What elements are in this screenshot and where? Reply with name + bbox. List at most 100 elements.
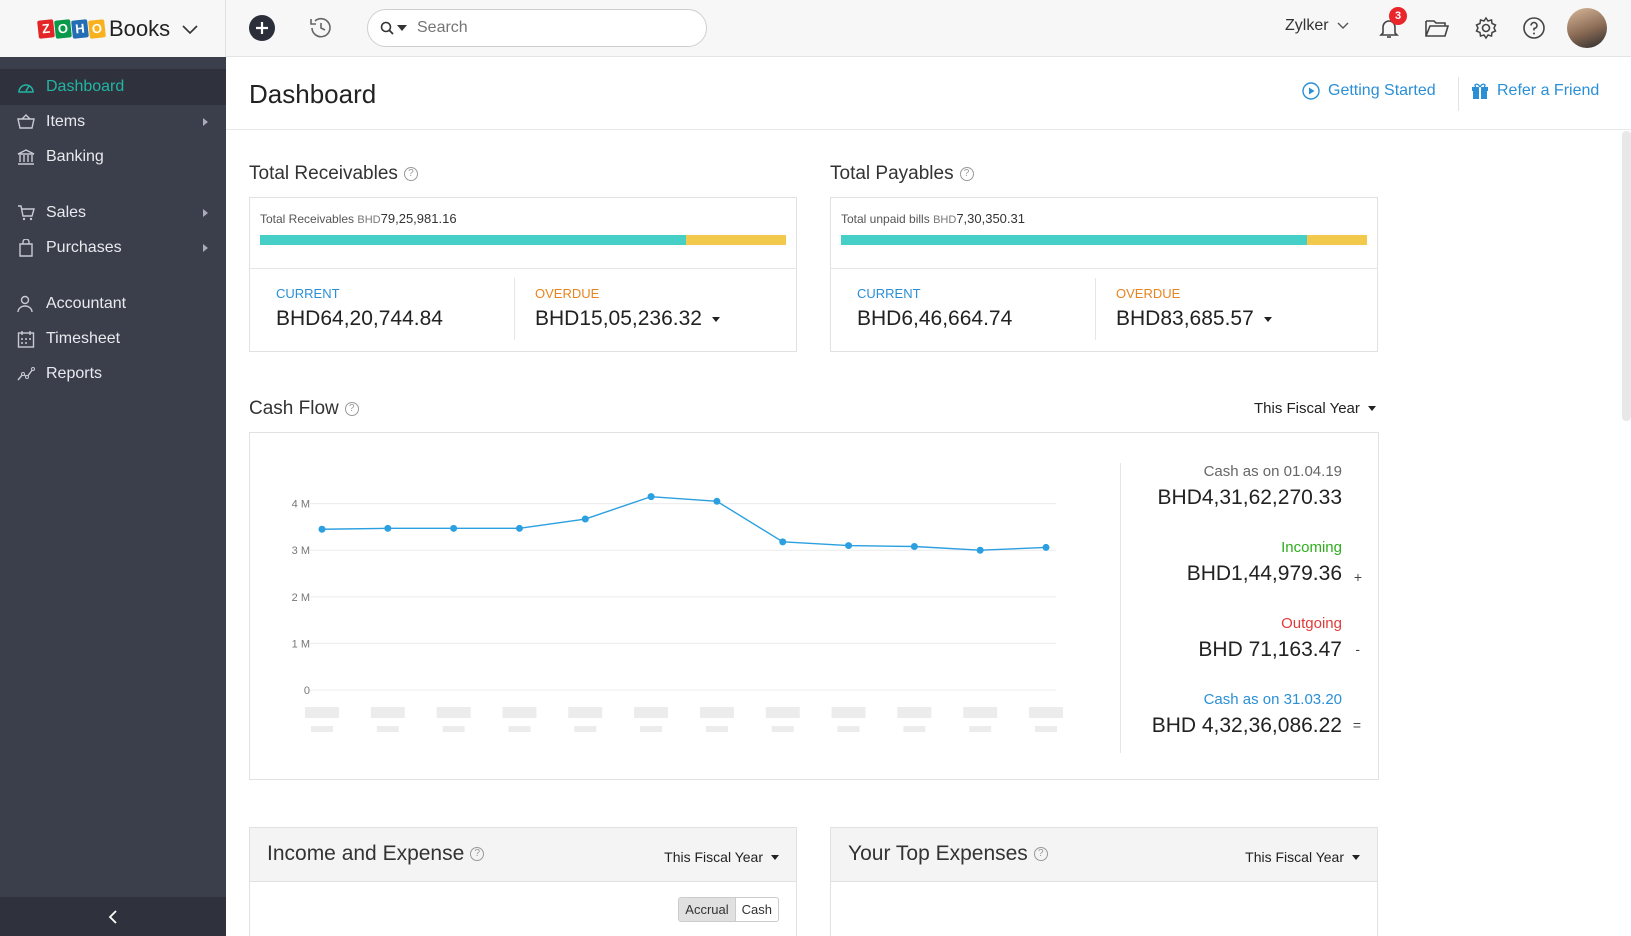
overdue-segment bbox=[686, 235, 786, 245]
x-tick-placeholder bbox=[1029, 707, 1063, 718]
accrual-toggle[interactable]: Accrual bbox=[679, 898, 736, 921]
cashflow-period-dropdown[interactable]: This Fiscal Year bbox=[1254, 400, 1376, 417]
overdue-label: OVERDUE bbox=[1116, 286, 1181, 301]
sidebar-item-accountant[interactable]: Accountant bbox=[0, 286, 226, 322]
overdue-label: OVERDUE bbox=[535, 286, 600, 301]
currency-code: BHD bbox=[933, 214, 957, 226]
brand[interactable]: Z O H O Books bbox=[0, 0, 226, 57]
x-tick-placeholder bbox=[765, 707, 800, 718]
getting-started-link[interactable]: Getting Started bbox=[1302, 82, 1436, 100]
logo-letter: O bbox=[88, 18, 106, 39]
search-input[interactable] bbox=[417, 19, 657, 37]
data-point bbox=[1042, 543, 1050, 551]
cashflow-card: 0 1 M 2 M 3 M 4 M Cash as on 01.04.19 BHD4,3… bbox=[249, 432, 1379, 780]
panel-header: Your Top Expenses ? This Fiscal Year bbox=[831, 828, 1377, 882]
avatar[interactable] bbox=[1567, 8, 1607, 48]
bar-label: Total Receivables bbox=[260, 212, 355, 226]
sidebar-item-sales[interactable]: Sales bbox=[0, 195, 226, 231]
chevron-left-icon bbox=[108, 909, 117, 924]
data-point bbox=[976, 546, 984, 554]
x-tick-placeholder bbox=[831, 707, 866, 718]
overdue-dropdown[interactable]: BHD15,05,236.32 bbox=[535, 307, 720, 331]
sidebar-item-banking[interactable]: Banking bbox=[0, 139, 226, 175]
main-content: Dashboard Getting Started Refer a Friend… bbox=[226, 57, 1631, 936]
recent-history-button[interactable] bbox=[306, 13, 336, 43]
sidebar-item-timesheet[interactable]: Timesheet bbox=[0, 321, 226, 357]
series-line bbox=[321, 495, 1047, 551]
collapse-sidebar-button[interactable] bbox=[0, 897, 226, 936]
opening-amount: BHD4,31,62,270.33 bbox=[1157, 486, 1342, 509]
cash-toggle[interactable]: Cash bbox=[741, 902, 772, 917]
help-icon[interactable]: ? bbox=[1033, 847, 1048, 861]
bag-icon bbox=[16, 238, 36, 258]
data-point bbox=[845, 542, 853, 550]
help-icon[interactable]: ? bbox=[344, 402, 359, 416]
section-title: Cash Flow bbox=[249, 398, 339, 419]
period-label: This Fiscal Year bbox=[1254, 400, 1360, 417]
help-icon bbox=[1523, 17, 1545, 39]
divider bbox=[1120, 463, 1121, 753]
sidebar-item-items[interactable]: Items bbox=[0, 104, 226, 140]
data-point bbox=[910, 543, 918, 550]
reports-icon bbox=[16, 364, 36, 384]
help-icon[interactable]: ? bbox=[959, 167, 974, 181]
logo-letter: O bbox=[54, 18, 72, 39]
caret-down-icon bbox=[771, 854, 779, 860]
x-tick-placeholder bbox=[963, 707, 998, 718]
overdue-amount: BHD83,685.57 bbox=[1116, 307, 1254, 330]
section-title: Your Top Expenses bbox=[848, 842, 1028, 865]
refer-friend-link[interactable]: Refer a Friend bbox=[1471, 82, 1599, 100]
help-icon[interactable]: ? bbox=[470, 847, 485, 861]
data-point bbox=[384, 524, 392, 532]
y-tick-label: 3 M bbox=[292, 545, 310, 557]
total-amount: 79,25,981.16 bbox=[380, 211, 457, 226]
add-button[interactable] bbox=[247, 13, 277, 43]
search-bar[interactable] bbox=[367, 9, 707, 47]
org-name: Zylker bbox=[1285, 17, 1329, 34]
receivables-card: Total Receivables BHD79,25,981.16 CURREN… bbox=[249, 197, 797, 352]
x-tick-placeholder bbox=[311, 726, 333, 732]
data-point bbox=[779, 538, 787, 546]
caret-down-icon bbox=[711, 316, 720, 322]
sidebar-item-purchases[interactable]: Purchases bbox=[0, 230, 226, 266]
chevron-right-icon bbox=[203, 244, 208, 252]
play-circle-icon bbox=[1302, 82, 1320, 100]
organization-switcher[interactable]: Zylker bbox=[1285, 17, 1349, 35]
scrollbar[interactable] bbox=[1622, 131, 1631, 421]
current-segment bbox=[260, 235, 686, 245]
cart-icon bbox=[16, 203, 36, 223]
income-expense-card: Income and Expense ? This Fiscal Year Ac… bbox=[249, 827, 797, 936]
section-title: Total Receivables bbox=[249, 163, 398, 184]
sidebar-item-dashboard[interactable]: Dashboard bbox=[0, 69, 226, 105]
sidebar-item-label: Items bbox=[46, 113, 86, 130]
income-period-dropdown[interactable]: This Fiscal Year bbox=[664, 849, 779, 865]
chevron-right-icon bbox=[203, 118, 208, 126]
sidebar-item-reports[interactable]: Reports bbox=[0, 356, 226, 392]
gear-icon bbox=[1475, 16, 1497, 40]
basket-icon bbox=[16, 112, 36, 132]
overdue-segment bbox=[1307, 235, 1367, 245]
expenses-period-dropdown[interactable]: This Fiscal Year bbox=[1245, 849, 1360, 865]
closing-balance: Cash as on 31.03.20 BHD 4,32,36,086.22 bbox=[1152, 691, 1342, 738]
help-icon[interactable]: ? bbox=[403, 167, 418, 181]
documents-button[interactable] bbox=[1422, 13, 1452, 43]
settings-button[interactable] bbox=[1471, 13, 1501, 43]
help-button[interactable] bbox=[1519, 13, 1549, 43]
caret-down-icon bbox=[1367, 406, 1376, 411]
y-tick-label: 1 M bbox=[292, 638, 310, 650]
period-label: This Fiscal Year bbox=[1245, 849, 1344, 865]
payables-total: Total unpaid bills BHD7,30,350.31 bbox=[841, 211, 1025, 226]
sidebar-item-label: Purchases bbox=[46, 239, 122, 256]
outgoing-label: Outgoing bbox=[1281, 615, 1342, 632]
closing-label: Cash as on 31.03.20 bbox=[1203, 691, 1342, 708]
x-tick-placeholder bbox=[305, 707, 339, 718]
overdue-dropdown[interactable]: BHD83,685.57 bbox=[1116, 307, 1272, 331]
x-tick-placeholder bbox=[699, 707, 734, 718]
chevron-down-icon bbox=[182, 24, 198, 34]
caret-down-icon[interactable] bbox=[397, 25, 407, 31]
search-icon bbox=[380, 21, 394, 35]
zoho-logo: Z O H O bbox=[37, 18, 106, 39]
history-icon bbox=[310, 17, 331, 38]
plus-sign: + bbox=[1353, 569, 1362, 585]
receivables-total: Total Receivables BHD79,25,981.16 bbox=[260, 211, 457, 226]
